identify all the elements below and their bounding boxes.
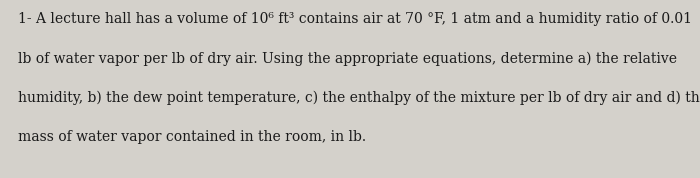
Text: mass of water vapor contained in the room, in lb.: mass of water vapor contained in the roo… [18, 130, 365, 144]
Text: lb of water vapor per lb of dry air. Using the appropriate equations, determine : lb of water vapor per lb of dry air. Usi… [18, 52, 676, 66]
Text: 1- A lecture hall has a volume of 10⁶ ft³ contains air at 70 °F, 1 atm and a hum: 1- A lecture hall has a volume of 10⁶ ft… [18, 12, 692, 27]
Text: humidity, b) the dew point temperature, c) the enthalpy of the mixture per lb of: humidity, b) the dew point temperature, … [18, 91, 700, 105]
